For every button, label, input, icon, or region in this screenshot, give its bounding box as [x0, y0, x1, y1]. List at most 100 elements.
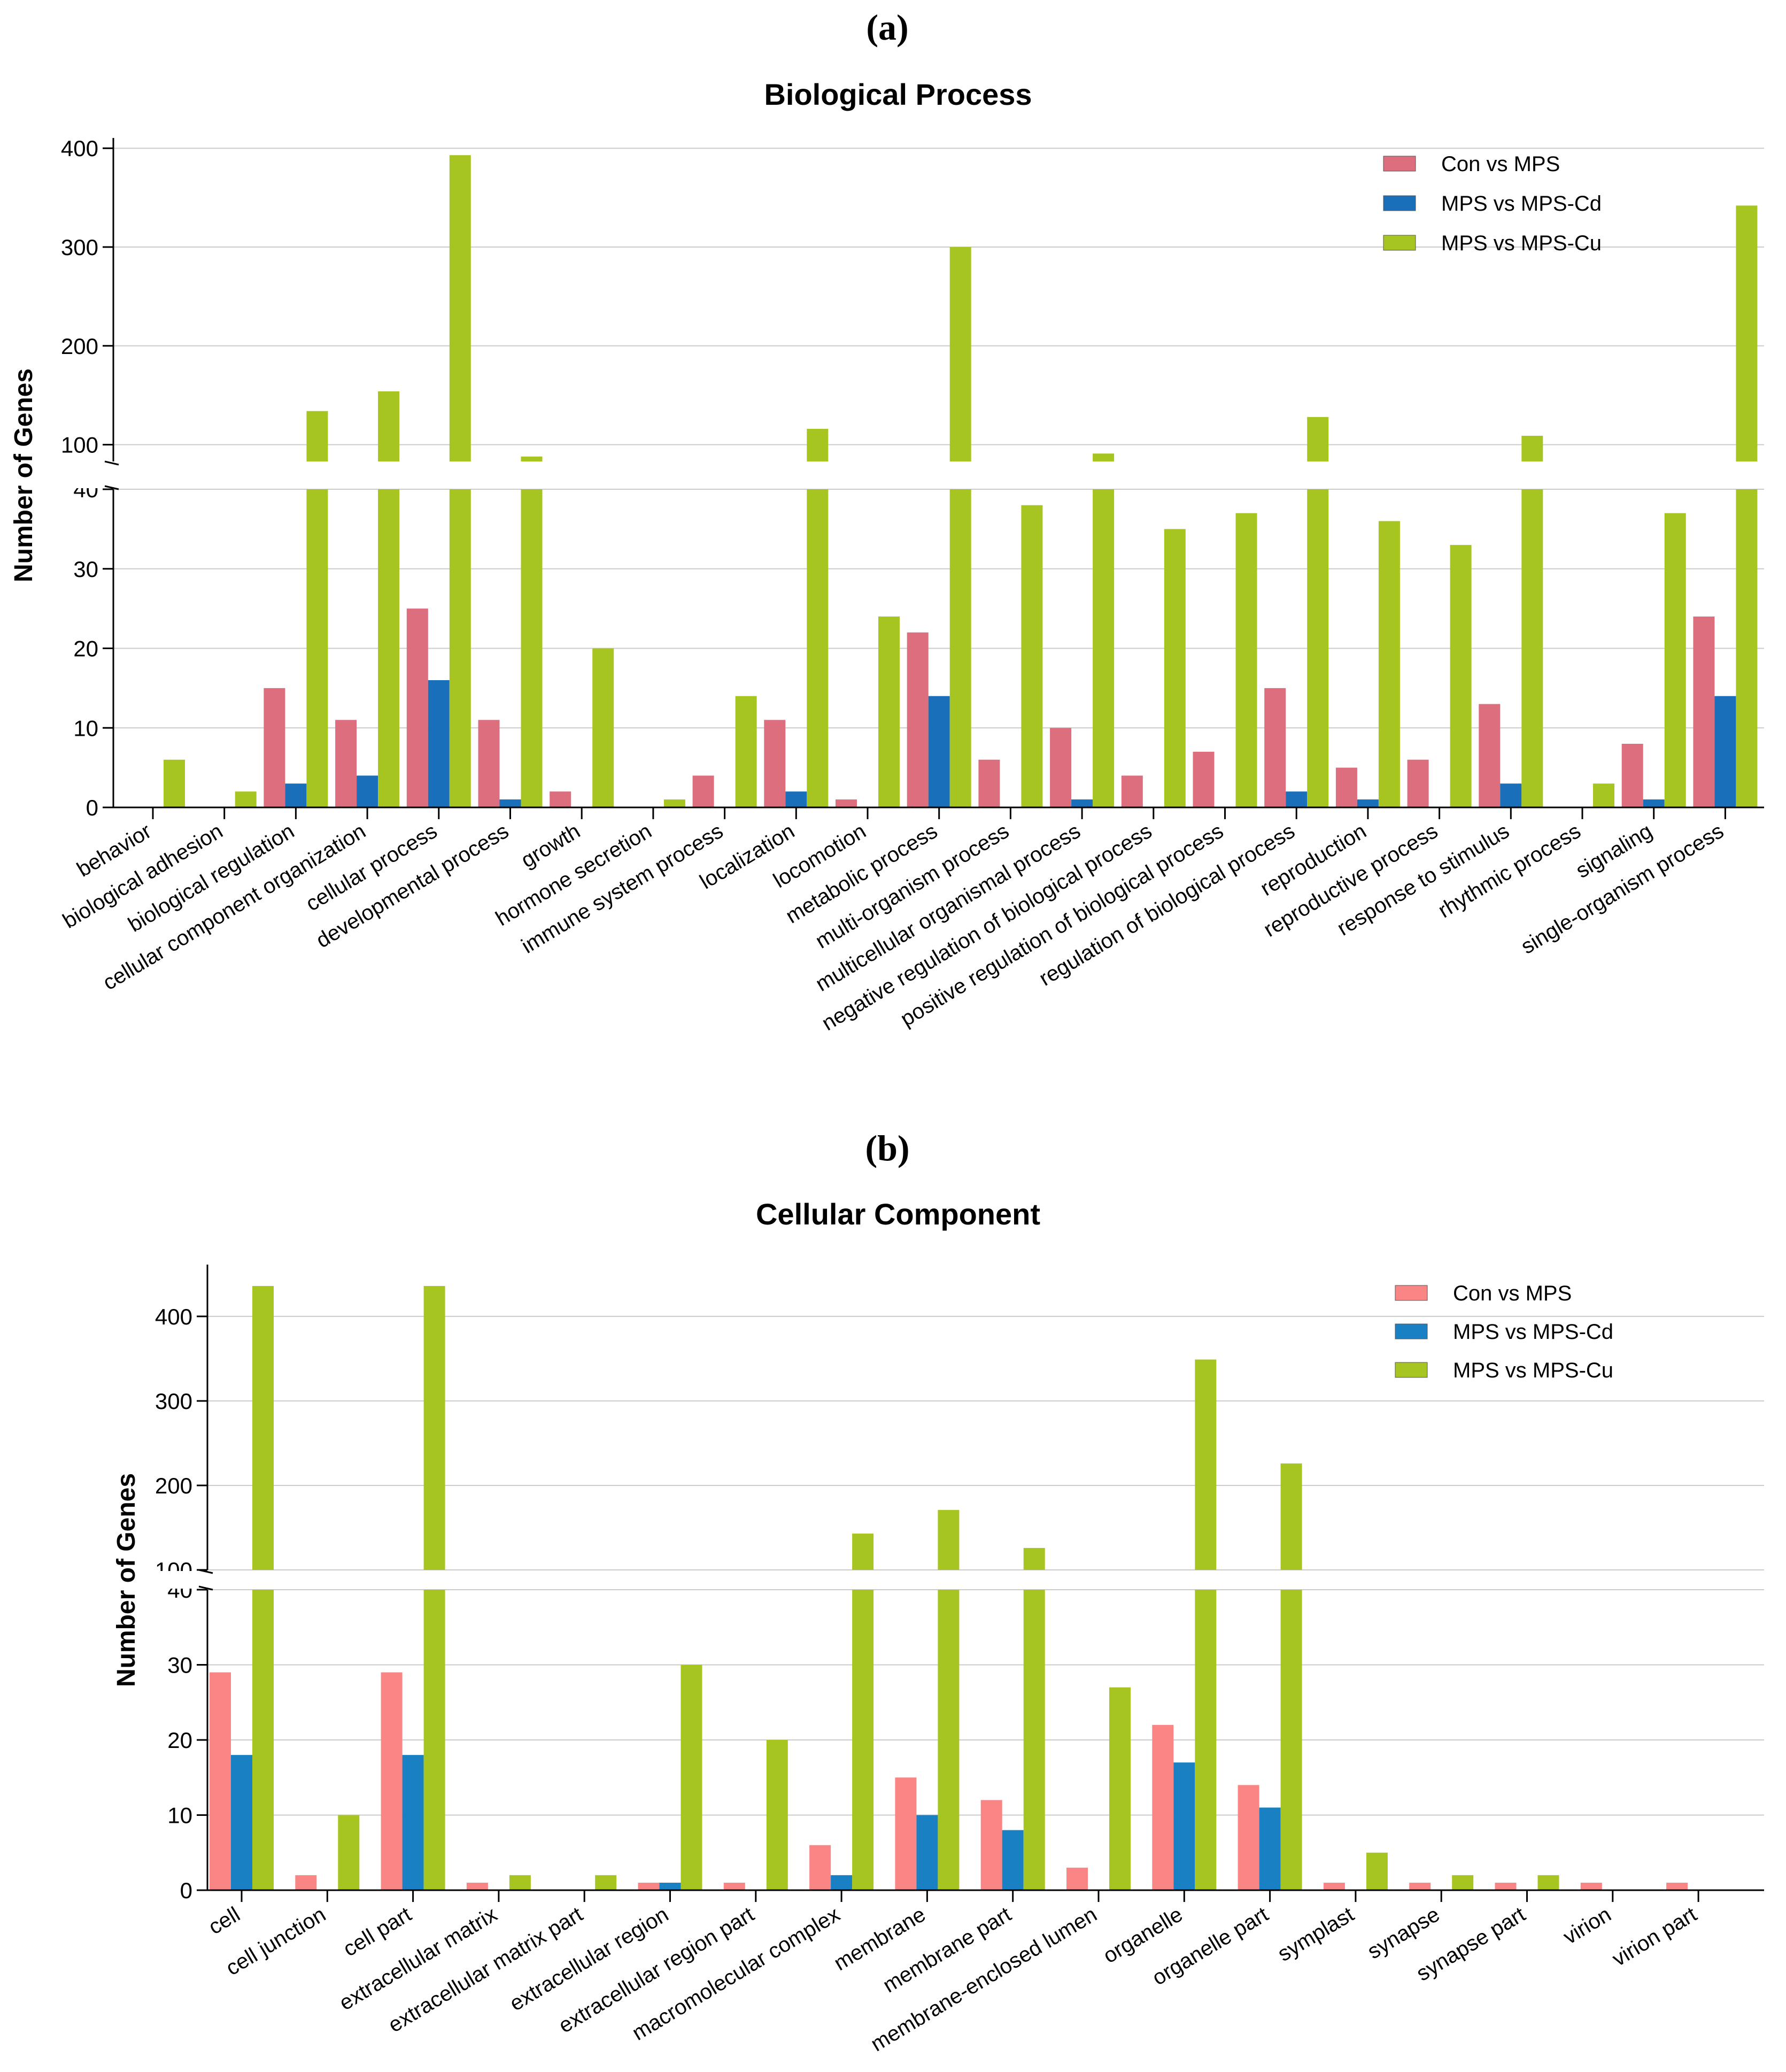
chart-b-category-label: symplast: [1274, 1902, 1358, 1966]
chart-b-bar-mps-vs-mps-cd-membrane: [916, 1815, 938, 1890]
chart-a-bar-mps-vs-mps-cu-biological-adhesion: [235, 791, 257, 807]
chart-b-bar-mps-vs-mps-cd-cell: [231, 1755, 252, 1890]
chart-a-legend-label-mps-vs-mps-cd: MPS vs MPS-Cd: [1441, 192, 1602, 215]
chart-a-bar-mps-vs-mps-cu-regulation-of-biological-process-lower: [1307, 489, 1329, 807]
chart-b-bar-mps-vs-mps-cu-synapse-part: [1537, 1875, 1559, 1890]
chart-b-bar-mps-vs-mps-cu-cell-part-upper: [423, 1286, 445, 1570]
chart-a-bar-mps-vs-mps-cu-positive-regulation-of-biological-process: [1235, 513, 1257, 807]
chart-b-y-axis-label: Number of Genes: [112, 1473, 141, 1687]
chart-a-bar-mps-vs-mps-cu-single-organism-process-lower: [1736, 489, 1758, 807]
chart-a-bar-con-vs-mps-immune-system-process: [692, 775, 714, 807]
chart-b-bar-con-vs-mps-membrane-part: [980, 1800, 1002, 1890]
chart-b-bar-mps-vs-mps-cu-cell-lower: [252, 1590, 274, 1890]
chart-a-bar-con-vs-mps-cellular-process: [406, 608, 428, 807]
chart-a-bar-con-vs-mps-growth: [550, 791, 571, 807]
chart-a-bar-con-vs-mps-single-organism-process: [1693, 617, 1715, 807]
chart-b-ytick-label: 10: [167, 1803, 192, 1828]
chart-a-bar-con-vs-mps-signaling: [1621, 744, 1643, 807]
chart-b-bar-con-vs-mps-virion-part: [1666, 1882, 1688, 1890]
chart-a-bar-mps-vs-mps-cu-locomotion: [878, 617, 900, 807]
chart-b-ytick-label: 400: [155, 1304, 192, 1329]
chart-a-legend-label-con-vs-mps: Con vs MPS: [1441, 152, 1560, 176]
chart-a-bar-mps-vs-mps-cd-biological-regulation: [285, 783, 307, 807]
chart-b-category-label: cell: [205, 1902, 244, 1939]
chart-a-bar-con-vs-mps-localization: [764, 720, 786, 807]
chart-a-bar-con-vs-mps-multi-organism-process: [978, 759, 1000, 807]
chart-a-bar-mps-vs-mps-cu-response-to-stimulus-lower: [1521, 489, 1543, 807]
chart-a-bar-con-vs-mps-regulation-of-biological-process: [1264, 688, 1286, 807]
chart-b-bar-mps-vs-mps-cu-membrane-lower: [938, 1590, 960, 1890]
chart-b: (b)Cellular Component0102030401002003004…: [0, 1128, 1786, 2056]
chart-b-bar-mps-vs-mps-cu-organelle-part-upper: [1280, 1463, 1302, 1570]
chart-b-axis-break-gap: [0, 1571, 1786, 1589]
chart-b-ytick-label: 30: [167, 1653, 192, 1678]
chart-a-y-axis-label: Number of Genes: [10, 368, 38, 582]
chart-a-ytick-label: 400: [61, 136, 98, 161]
chart-b-bar-mps-vs-mps-cd-organelle: [1173, 1762, 1195, 1890]
chart-a-bar-mps-vs-mps-cu-cellular-component-organization-lower: [378, 489, 400, 807]
chart-a-bar-con-vs-mps-response-to-stimulus: [1479, 704, 1501, 807]
chart-a-bar-con-vs-mps-cellular-component-organization: [335, 720, 357, 807]
chart-b-bar-con-vs-mps-cell-junction: [295, 1875, 317, 1890]
chart-a-ytick-label: 30: [73, 557, 98, 582]
chart-a-bar-mps-vs-mps-cu-hormone-secretion: [663, 799, 685, 807]
chart-a-bar-mps-vs-mps-cd-developmental-process: [499, 799, 521, 807]
chart-b-bar-con-vs-mps-extracellular-matrix: [466, 1882, 488, 1890]
chart-a-bar-mps-vs-mps-cd-response-to-stimulus: [1500, 783, 1522, 807]
chart-b-bar-con-vs-mps-synapse: [1409, 1882, 1431, 1890]
chart-b-bar-mps-vs-mps-cu-cell-part-lower: [423, 1590, 445, 1890]
chart-a-bar-mps-vs-mps-cu-developmental-process-lower: [521, 489, 543, 807]
chart-a-bar-mps-vs-mps-cd-reproduction: [1357, 799, 1379, 807]
chart-b-bar-mps-vs-mps-cu-symplast: [1366, 1852, 1388, 1890]
chart-a-bar-mps-vs-mps-cu-metabolic-process-lower: [949, 489, 971, 807]
chart-b-bar-mps-vs-mps-cu-membrane-part-upper: [1023, 1547, 1045, 1570]
chart-b-legend-swatch-mps-vs-mps-cd: [1395, 1323, 1428, 1339]
chart-a-bar-con-vs-mps-multicellular-organismal-process: [1050, 728, 1072, 807]
chart-a-bar-mps-vs-mps-cu-regulation-of-biological-process-upper: [1307, 417, 1329, 461]
chart-b-bar-mps-vs-mps-cu-synapse: [1452, 1875, 1474, 1890]
chart-b-bar-con-vs-mps-cell: [210, 1672, 231, 1890]
chart-b-legend-swatch-con-vs-mps: [1395, 1285, 1428, 1301]
chart-b-legend: Con vs MPS MPS vs MPS-Cd MPS vs MPS-Cu: [1395, 1282, 1613, 1382]
chart-b-bar-mps-vs-mps-cu-cell-junction: [338, 1815, 360, 1890]
chart-a-bar-mps-vs-mps-cu-rhythmic-process: [1593, 783, 1614, 807]
chart-a-bar-mps-vs-mps-cd-single-organism-process: [1714, 696, 1736, 807]
chart-a-bar-mps-vs-mps-cu-multicellular-organismal-process-lower: [1093, 489, 1115, 807]
chart-b-bar-mps-vs-mps-cd-membrane-part: [1002, 1830, 1024, 1890]
chart-b-ytick-label: 0: [180, 1878, 192, 1903]
chart-b-bar-con-vs-mps-symplast: [1323, 1882, 1345, 1890]
chart-b-bar-mps-vs-mps-cd-cell-part: [402, 1755, 424, 1890]
chart-a-ytick-label: 300: [61, 235, 98, 260]
chart-a-bar-mps-vs-mps-cu-growth: [592, 648, 614, 807]
chart-b-bar-mps-vs-mps-cu-membrane-upper: [938, 1509, 960, 1570]
chart-b-bar-mps-vs-mps-cu-organelle-part-lower: [1280, 1590, 1302, 1890]
chart-a-bar-mps-vs-mps-cu-reproductive-process: [1450, 545, 1472, 807]
chart-b-ytick-label: 200: [155, 1473, 192, 1498]
chart-a-ytick-label: 0: [86, 795, 98, 820]
chart-a-legend-swatch-mps-vs-mps-cu: [1383, 235, 1416, 251]
chart-a-bar-mps-vs-mps-cd-regulation-of-biological-process: [1286, 791, 1308, 807]
chart-a-bar-mps-vs-mps-cu-negative-regulation-of-biological-process: [1164, 529, 1186, 807]
chart-b-bar-mps-vs-mps-cu-membrane-enclosed-lumen: [1109, 1687, 1131, 1890]
chart-b-bar-con-vs-mps-organelle: [1152, 1724, 1174, 1890]
chart-a-bar-mps-vs-mps-cu-localization-lower: [807, 489, 829, 807]
chart-b-bar-con-vs-mps-cell-part: [381, 1672, 403, 1890]
chart-a-bar-mps-vs-mps-cu-single-organism-process-upper: [1736, 205, 1758, 461]
chart-b-bar-con-vs-mps-extracellular-region: [638, 1882, 660, 1890]
chart-a-legend-swatch-mps-vs-mps-cd: [1383, 195, 1416, 211]
chart-b-bar-mps-vs-mps-cd-organelle-part: [1259, 1807, 1281, 1890]
chart-a-ytick-label: 200: [61, 334, 98, 359]
chart-b-legend-label-mps-vs-mps-cu: MPS vs MPS-Cu: [1453, 1359, 1613, 1382]
chart-a-bar-mps-vs-mps-cu-response-to-stimulus-upper: [1521, 435, 1543, 461]
chart-b-axis-break-mark: [198, 1585, 213, 1591]
chart-a-bar-mps-vs-mps-cu-biological-regulation-lower: [306, 489, 328, 807]
chart-a-legend-label-mps-vs-mps-cu: MPS vs MPS-Cu: [1441, 232, 1602, 255]
chart-b-bar-con-vs-mps-synapse-part: [1495, 1882, 1517, 1890]
chart-b-ytick-label: 300: [155, 1389, 192, 1414]
chart-b-bar-con-vs-mps-virion: [1580, 1882, 1602, 1890]
chart-a-bar-con-vs-mps-negative-regulation-of-biological-process: [1121, 775, 1143, 807]
chart-a: (a)Biological Process0102030401002003004…: [0, 7, 1786, 1035]
chart-b-bar-mps-vs-mps-cu-extracellular-region: [681, 1665, 702, 1890]
chart-a-bar-mps-vs-mps-cu-developmental-process-upper: [521, 456, 543, 461]
chart-b-bar-con-vs-mps-organelle-part: [1238, 1785, 1259, 1890]
